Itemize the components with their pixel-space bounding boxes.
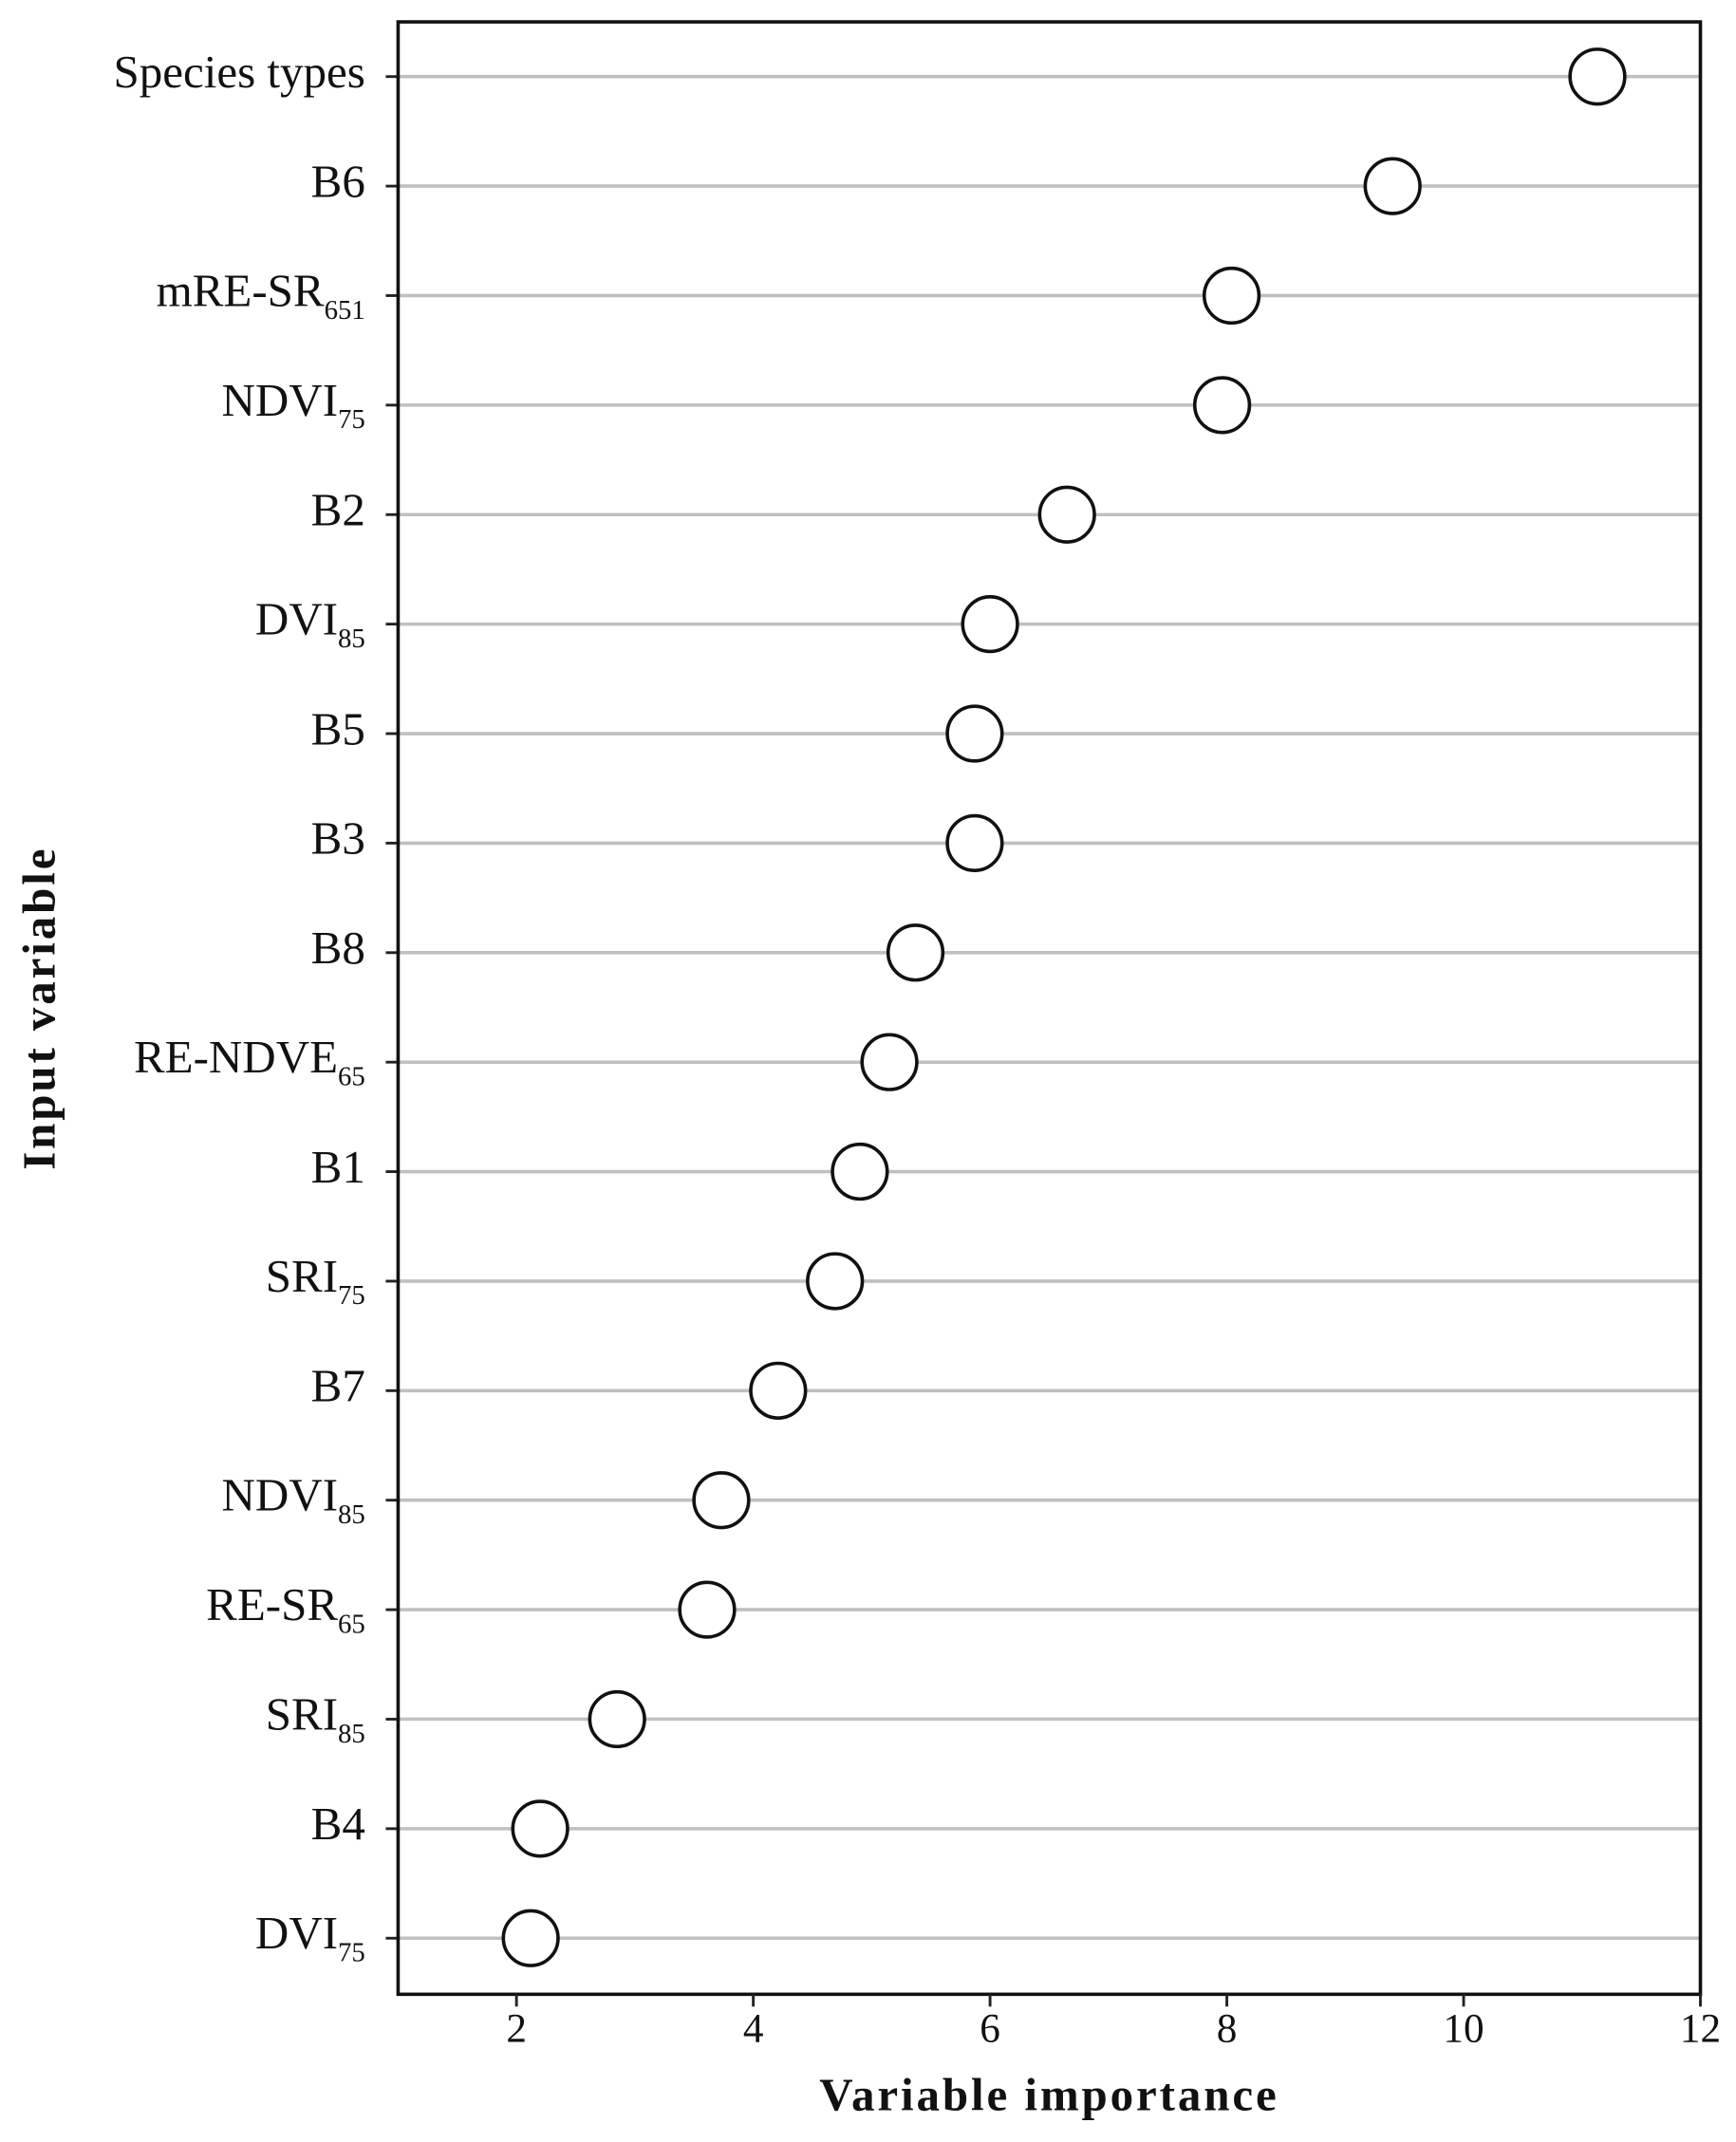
dot xyxy=(1037,485,1096,544)
dot xyxy=(860,1033,919,1091)
y-tick-label: B6 xyxy=(311,155,365,207)
x-tick-label: 6 xyxy=(980,2006,1000,2052)
label-subscript: 75 xyxy=(338,1280,365,1311)
dot xyxy=(692,1471,751,1530)
label-main: DVI xyxy=(255,1908,338,1960)
y-tick-label: B7 xyxy=(311,1360,365,1412)
x-axis-label: Variable importance xyxy=(819,2069,1279,2121)
y-tick-label: B3 xyxy=(311,812,365,865)
plot-frame xyxy=(396,20,1703,1997)
y-tick-label: DVI75 xyxy=(255,1908,365,1968)
dot xyxy=(678,1580,737,1639)
x-tick-label: 12 xyxy=(1680,2006,1721,2052)
label-subscript: 85 xyxy=(338,1499,365,1530)
x-tick-label: 10 xyxy=(1443,2006,1484,2052)
y-tick-label: B4 xyxy=(311,1797,365,1850)
label-subscript: 651 xyxy=(325,294,365,325)
y-tick-label: DVI85 xyxy=(255,593,365,654)
dot xyxy=(1202,266,1261,326)
dot xyxy=(1363,157,1422,215)
label-main: RE-NDVE xyxy=(134,1031,338,1083)
x-tick-label: 8 xyxy=(1217,2006,1238,2052)
y-tick-label: RE-NDVE65 xyxy=(134,1031,365,1091)
dot xyxy=(961,595,1019,654)
label-main: SRI xyxy=(266,1250,338,1302)
dot xyxy=(1192,376,1252,435)
y-tick-label: Species types xyxy=(113,46,364,98)
dot xyxy=(806,1252,865,1311)
label-subscript: 75 xyxy=(338,1937,365,1967)
label-main: RE-SR xyxy=(206,1578,338,1630)
y-tick-label: B8 xyxy=(311,922,365,974)
dot xyxy=(945,813,1004,873)
dot xyxy=(511,1799,569,1858)
dot xyxy=(501,1909,560,1967)
label-subscript: 65 xyxy=(338,1609,365,1639)
y-tick-label: B1 xyxy=(311,1141,365,1193)
x-tick-label: 4 xyxy=(743,2006,764,2052)
label-main: NDVI xyxy=(222,1469,338,1521)
label-subscript: 75 xyxy=(338,404,365,435)
dot xyxy=(831,1142,889,1201)
label-subscript: 65 xyxy=(338,1061,365,1091)
dot xyxy=(749,1361,808,1420)
label-main: SRI xyxy=(266,1688,338,1741)
label-main: mRE-SR xyxy=(157,265,325,317)
label-main: DVI xyxy=(255,593,338,645)
x-tick-label: 2 xyxy=(506,2006,527,2052)
y-tick-label: B5 xyxy=(311,702,365,754)
y-tick-label: SRI85 xyxy=(266,1688,365,1749)
y-tick-label: NDVI75 xyxy=(222,374,365,435)
dot xyxy=(588,1689,646,1749)
y-tick-label: mRE-SR651 xyxy=(157,265,365,326)
label-subscript: 85 xyxy=(338,624,365,654)
y-tick-label: B2 xyxy=(311,483,365,535)
label-subscript: 85 xyxy=(338,1718,365,1748)
y-tick-label: RE-SR65 xyxy=(206,1578,365,1639)
dot xyxy=(1568,47,1627,106)
y-tick-label: NDVI85 xyxy=(222,1469,365,1530)
label-main: NDVI xyxy=(222,374,338,426)
dot xyxy=(945,704,1004,763)
y-axis-label: Input variable xyxy=(12,847,65,1170)
dot xyxy=(886,923,945,982)
y-tick-label: SRI75 xyxy=(266,1250,365,1311)
